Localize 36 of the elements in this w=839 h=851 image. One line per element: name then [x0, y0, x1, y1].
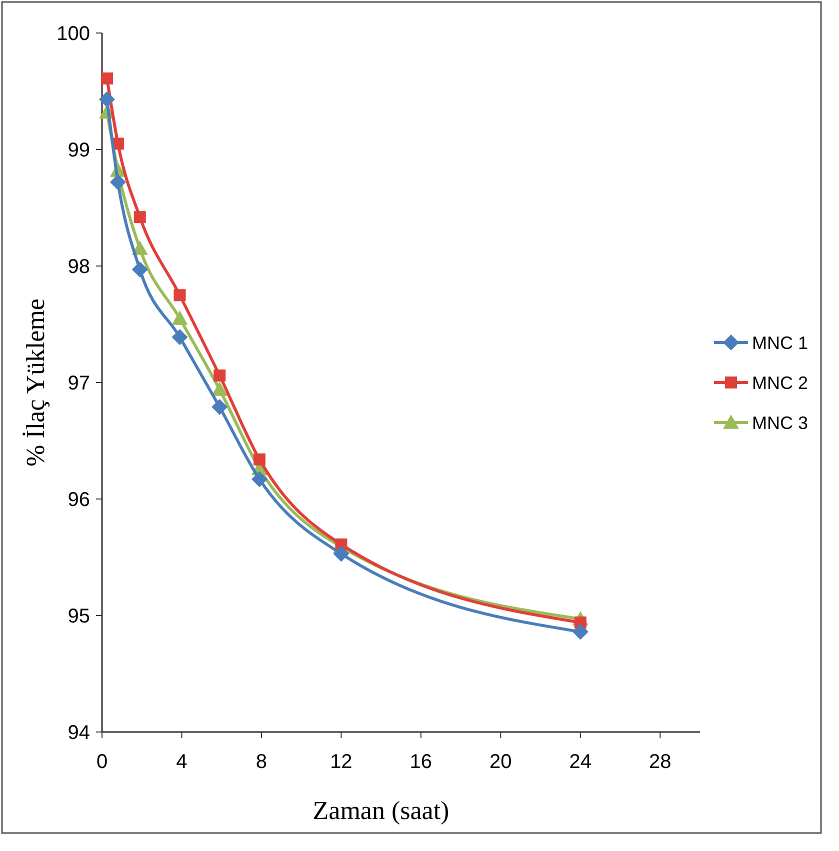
x-tick-label: 4 [176, 751, 188, 773]
point [212, 398, 228, 415]
point [110, 174, 126, 190]
y-tick-label: 94 [68, 722, 90, 744]
point [132, 261, 148, 278]
point [253, 453, 266, 466]
y-tick-label: 96 [68, 489, 90, 511]
x-tick-label: 16 [410, 751, 432, 773]
x-tick-label: 12 [330, 751, 352, 773]
y-axis-title: % İlaç Yükleme [21, 298, 50, 466]
y-tick-label: 97 [68, 372, 90, 394]
x-tick-label: 20 [490, 751, 512, 773]
legend-label: MNC 3 [752, 412, 808, 433]
y-tick-label: 95 [68, 606, 90, 628]
y-tick-label: 98 [68, 256, 90, 278]
y-tick-label: 100 [56, 23, 90, 45]
point [172, 310, 188, 325]
point [172, 329, 188, 346]
point [333, 546, 350, 562]
x-axis-title: Zaman (saat) [312, 796, 450, 825]
x-tick-label: 24 [569, 751, 592, 773]
point [134, 211, 146, 224]
point [214, 370, 226, 382]
y-tick-label: 99 [68, 140, 90, 162]
point [100, 72, 113, 84]
x-tick-label: 8 [256, 751, 268, 773]
point [174, 289, 186, 302]
x-tick-label: 0 [96, 751, 108, 773]
point [572, 624, 588, 640]
legend-label: MNC 2 [752, 372, 808, 393]
point [212, 381, 228, 396]
x-tick-label: 28 [649, 751, 672, 773]
point [98, 91, 115, 108]
point [132, 240, 148, 255]
legend-label: MNC 1 [752, 332, 808, 353]
point [251, 471, 268, 488]
